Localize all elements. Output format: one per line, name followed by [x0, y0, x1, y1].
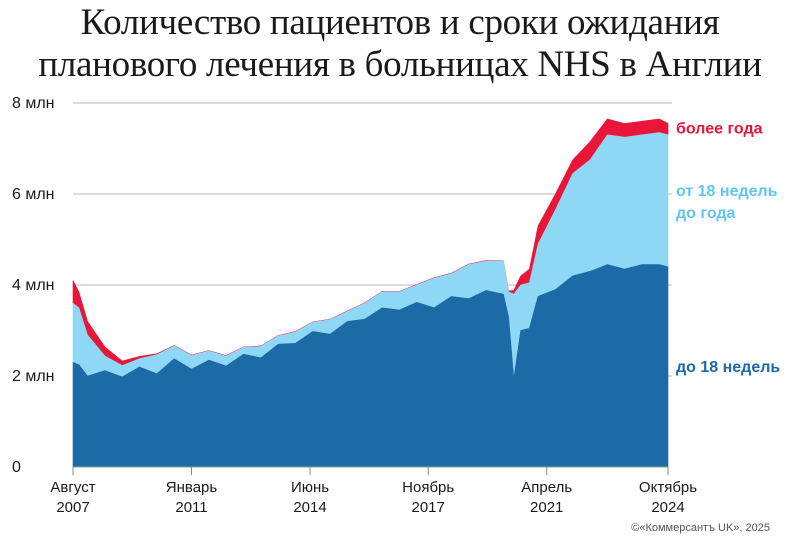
y-tick-label-3: 6 млн — [12, 186, 55, 203]
chart-title-line-2: планового лечения в больницах NHS в Англ… — [38, 44, 762, 85]
x-tick-year-1: 2011 — [175, 499, 207, 516]
x-tick-label-2: Июнь — [291, 479, 329, 496]
chart-title-line-1: Количество пациентов и сроки ожидания — [80, 2, 720, 43]
y-tick-label-0: 0 — [12, 459, 21, 476]
legend-layer: до 18 недель от 18 недель до года более год… — [676, 120, 780, 375]
area-layer — [72, 118, 669, 468]
legend-label-18-weeks-to-year: от 18 недель — [676, 183, 778, 200]
x-tick-year-3: 2017 — [412, 499, 445, 516]
y-tick-label-2: 4 млн — [12, 277, 55, 294]
legend-label-over-year: более года — [676, 120, 763, 137]
legend-label-18-weeks-to-year-line-2: до года — [676, 205, 736, 222]
x-tick-label-5: Октябрь — [639, 479, 697, 496]
legend-label-under-18-weeks: до 18 недель — [676, 359, 780, 376]
x-tick-label-0: Август — [50, 479, 95, 496]
credit-text: ©«Коммерсантъ UK», 2025 — [631, 522, 770, 534]
axis-layer: 0 2 млн 4 млн 6 млн 8 млн Август 2007 Январь 201… — [12, 95, 697, 516]
x-tick-year-2: 2014 — [293, 499, 326, 516]
y-tick-label-1: 2 млн — [12, 368, 55, 385]
x-tick-year-4: 2021 — [530, 499, 563, 516]
chart-title: Количество пациентов и сроки ожидания пл… — [0, 2, 800, 86]
x-tick-label-4: Апрель — [521, 479, 572, 496]
x-tick-year-0: 2007 — [56, 499, 89, 516]
x-tick-label-3: Ноябрь — [402, 479, 454, 496]
y-tick-label-4: 8 млн — [12, 95, 55, 112]
x-tick-year-5: 2024 — [651, 499, 684, 516]
x-tick-label-1: Январь — [166, 479, 218, 496]
